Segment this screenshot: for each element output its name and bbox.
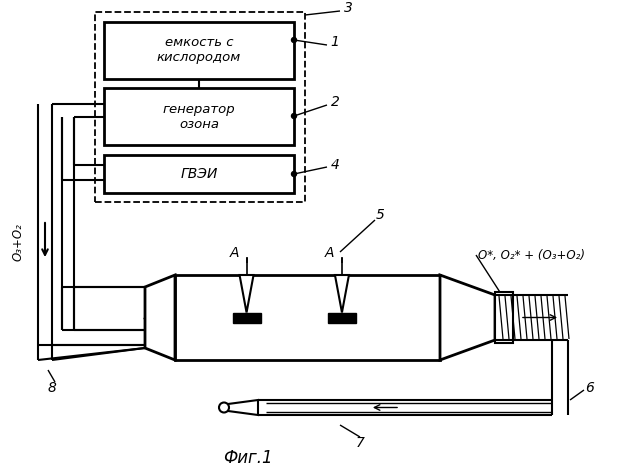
Text: 1: 1 (331, 35, 339, 49)
Bar (328, 312, 356, 323)
Bar (495, 292, 513, 343)
Bar (95, 12, 305, 202)
Bar (175, 275, 440, 360)
Circle shape (291, 38, 296, 42)
Text: генератор
озона: генератор озона (163, 103, 236, 130)
Text: O*, O₂* + (O₃+O₂): O*, O₂* + (O₃+O₂) (478, 249, 585, 261)
Text: 4: 4 (331, 158, 339, 172)
Text: 6: 6 (586, 381, 595, 395)
Bar (104, 88, 294, 145)
Text: 3: 3 (344, 1, 353, 15)
Polygon shape (440, 275, 495, 360)
Bar (232, 312, 260, 323)
Circle shape (291, 114, 296, 119)
Polygon shape (228, 400, 258, 415)
Text: Фиг.1: Фиг.1 (223, 449, 273, 467)
Text: 7: 7 (356, 436, 364, 450)
Polygon shape (239, 275, 253, 312)
Bar (104, 22, 294, 79)
Text: A: A (325, 246, 335, 260)
Text: O₃+O₂: O₃+O₂ (12, 223, 24, 261)
Polygon shape (145, 275, 175, 360)
Circle shape (219, 403, 229, 413)
Circle shape (291, 171, 296, 177)
Polygon shape (335, 275, 349, 312)
Text: емкость с
кислородом: емкость с кислородом (157, 36, 241, 65)
Text: 2: 2 (331, 95, 339, 109)
Text: ГВЭИ: ГВЭИ (180, 167, 218, 181)
Text: 5: 5 (376, 208, 385, 222)
Text: 8: 8 (47, 381, 56, 395)
Bar (104, 155, 294, 193)
Text: A: A (230, 246, 239, 260)
